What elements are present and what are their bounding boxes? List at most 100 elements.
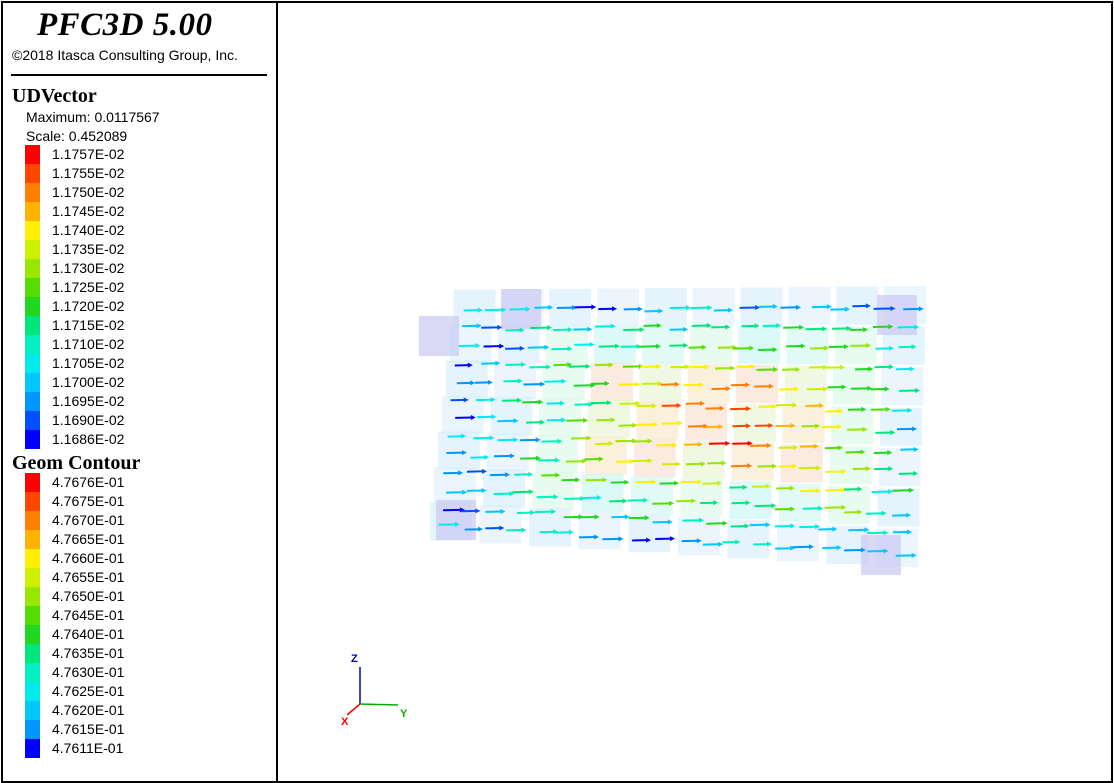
udvector-scale-label: 1.1745E-02 (52, 203, 125, 219)
vector-arrow (895, 552, 917, 558)
vector-arrow (544, 378, 567, 384)
geom-contour-color-swatch (25, 492, 40, 511)
vector-arrow (730, 463, 753, 469)
vector-arrow (799, 465, 822, 471)
vector-arrow (759, 304, 778, 310)
vector-arrow (659, 480, 680, 486)
udvector-color-swatch (25, 411, 40, 430)
udvector-scale: Scale: 0.452089 (26, 128, 128, 144)
vector-arrow (754, 423, 774, 429)
vector-arrow (732, 423, 752, 429)
vector-arrow (751, 483, 771, 489)
vector-arrow (670, 364, 690, 370)
vector-arrow (847, 426, 868, 432)
vector-arrow (685, 400, 705, 406)
vector-arrow (556, 305, 577, 311)
vector-arrow (825, 469, 847, 475)
vector-arrow (867, 530, 889, 536)
contour-patch (776, 523, 819, 562)
vector-arrow (830, 306, 851, 312)
vector-arrow (892, 512, 912, 518)
vector-arrow (844, 509, 863, 515)
contour-patch (881, 367, 924, 406)
contour-patch (828, 486, 871, 525)
geom-contour-scale-row: 4.7640E-01 (25, 625, 185, 644)
vector-arrow (852, 466, 871, 472)
vector-arrow (574, 401, 594, 407)
vector-arrow (778, 445, 798, 451)
geom-contour-color-swatch (25, 720, 40, 739)
udvector-color-swatch (25, 335, 40, 354)
geom-contour-color-scale: 4.7676E-01 4.7675E-01 4.7670E-01 4.7665E-01… (25, 473, 185, 758)
vector-arrow (802, 505, 824, 511)
udvector-scale-row: 1.1755E-02 (25, 164, 185, 183)
x-axis-line (346, 703, 361, 716)
vector-arrow (536, 494, 559, 500)
geom-contour-color-swatch (25, 663, 40, 682)
vector-arrow (581, 514, 600, 520)
contour-patch (784, 365, 827, 404)
vector-arrow (757, 347, 778, 353)
vector-arrow (897, 324, 920, 330)
vector-field-plot[interactable]: Z Y X (279, 3, 1110, 781)
vector-arrow (481, 360, 501, 366)
geom-contour-color-swatch (25, 511, 40, 530)
geom-contour-scale-row: 4.7675E-01 (25, 492, 185, 511)
geom-contour-color-swatch (25, 625, 40, 644)
udvector-color-swatch (25, 373, 40, 392)
vector-arrow (596, 417, 616, 423)
vector-arrow (443, 470, 464, 476)
vector-arrow (730, 523, 750, 529)
vector-arrow (443, 507, 465, 513)
vector-arrow (891, 407, 913, 413)
vector-arrow (635, 479, 657, 485)
app-title: PFC3D 5.00 (37, 7, 213, 43)
vector-arrow (529, 364, 552, 370)
contour-patch (782, 405, 825, 444)
contour-patch (778, 483, 821, 522)
vector-arrow (611, 514, 630, 520)
udvector-scale-label: 1.1710E-02 (52, 336, 125, 352)
udvector-scale-row: 1.1750E-02 (25, 183, 185, 202)
vector-arrow (825, 408, 844, 414)
vector-arrow (591, 380, 610, 386)
vector-arrow (758, 403, 777, 409)
vector-arrow (466, 468, 487, 474)
vector-arrow (754, 503, 777, 509)
vector-arrow (775, 402, 798, 408)
vector-arrow (516, 510, 536, 516)
contour-patch (597, 288, 639, 327)
udvector-color-swatch (25, 259, 40, 278)
vector-arrow (455, 414, 476, 420)
vector-arrow (470, 454, 490, 460)
udvector-color-scale: 1.1757E-02 1.1755E-02 1.1750E-02 1.1745E-02… (25, 145, 185, 449)
vector-arrow (463, 307, 483, 313)
udvector-scale-row: 1.1735E-02 (25, 240, 185, 259)
vector-arrow (749, 443, 772, 449)
udvector-title: UDVector (12, 85, 97, 107)
udvector-scale-row: 1.1710E-02 (25, 335, 185, 354)
vector-arrow (522, 399, 544, 405)
contour-patch (436, 500, 476, 540)
vector-arrow (705, 405, 725, 411)
contour-patch (687, 364, 730, 403)
vector-arrow (741, 323, 760, 329)
udvector-color-swatch (25, 240, 40, 259)
vector-arrow (445, 489, 468, 495)
vector-arrow (865, 510, 887, 516)
vector-arrow (875, 430, 896, 436)
contour-patch (490, 397, 533, 436)
geom-contour-scale-label: 4.7611E-01 (52, 740, 124, 756)
vector-arrow (756, 366, 779, 372)
vector-arrow (753, 541, 772, 547)
vector-arrow (733, 345, 755, 351)
3d-viewport[interactable]: Z Y X (279, 3, 1110, 781)
udvector-color-swatch (25, 278, 40, 297)
vector-arrow (825, 487, 847, 493)
udvector-scale-row: 1.1705E-02 (25, 354, 185, 373)
vector-arrow (711, 324, 731, 330)
geom-contour-scale-row: 4.7630E-01 (25, 663, 185, 682)
udvector-color-swatch (25, 430, 40, 449)
vector-arrow (493, 491, 515, 497)
vector-arrow (702, 480, 723, 486)
